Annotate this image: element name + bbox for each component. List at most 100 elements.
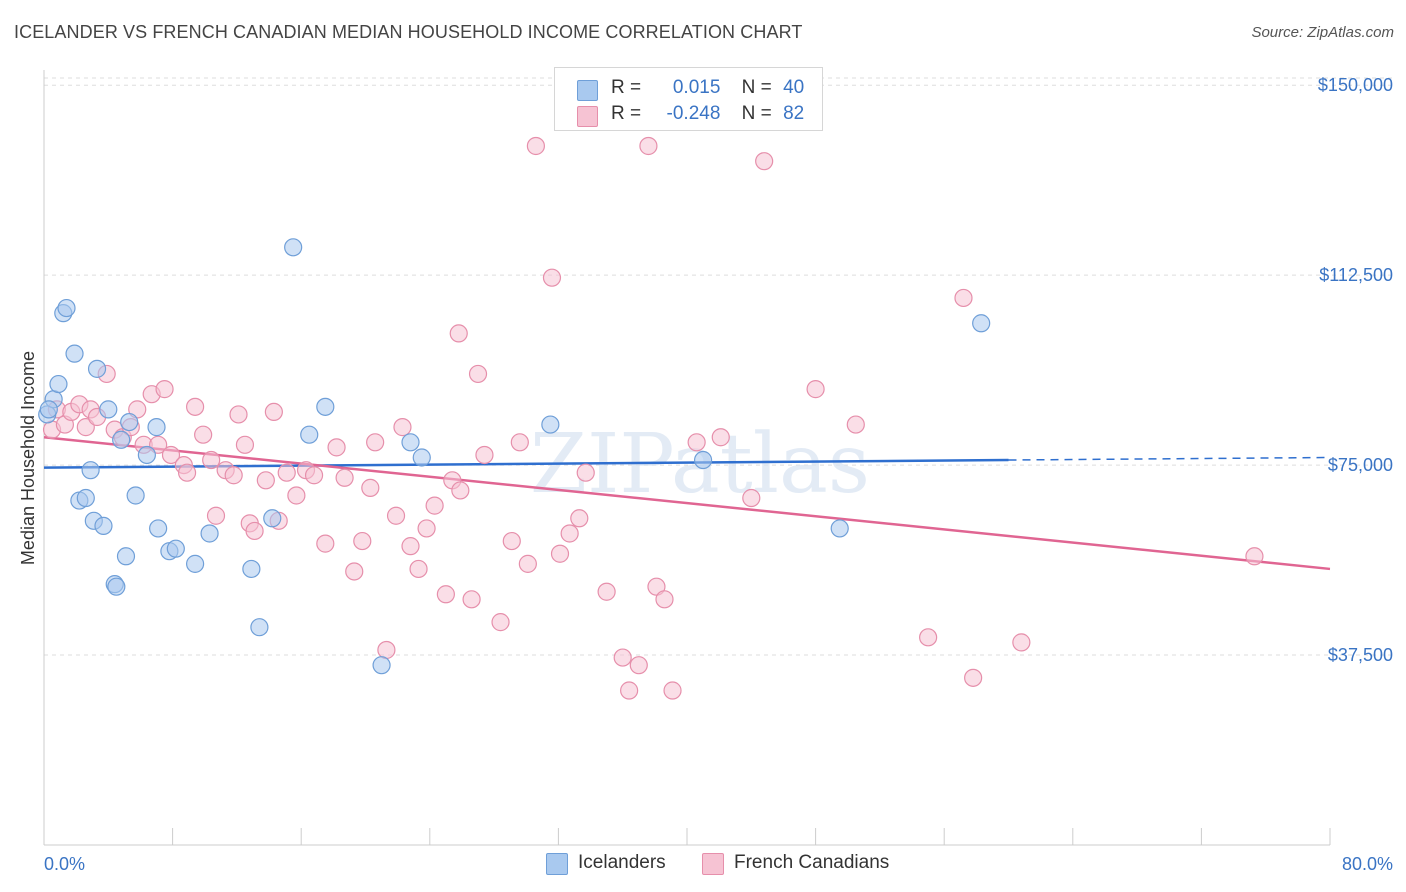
point-icelander (94, 516, 113, 535)
point-icelander (200, 524, 219, 543)
pink-n-value: 82 (783, 103, 805, 124)
point-icelander (693, 450, 713, 470)
point-french-canadian (245, 521, 264, 541)
point-french-canadian (846, 415, 865, 434)
point-icelander (372, 656, 391, 675)
point-french-canadian (639, 136, 658, 156)
stats-box: R = 0.015 N = 40 R = -0.248 N = 82 (554, 67, 823, 131)
point-french-canadian (206, 506, 226, 525)
point-french-canadian (401, 537, 420, 556)
point-icelander (316, 397, 335, 416)
point-french-canadian (468, 364, 488, 384)
point-icelander (99, 400, 118, 419)
point-french-canadian (570, 509, 589, 528)
point-french-canadian (353, 531, 372, 551)
point-icelander (112, 430, 131, 449)
point-icelander (137, 445, 156, 465)
point-french-canadian (224, 466, 243, 485)
point-french-canadian (417, 519, 436, 538)
point-icelander (242, 559, 261, 579)
point-icelander (186, 554, 205, 573)
pink-r-label: R = (611, 103, 642, 124)
point-french-canadian (155, 380, 174, 399)
point-french-canadian (327, 438, 346, 457)
point-french-canadian (264, 402, 283, 422)
point-icelander (401, 433, 420, 452)
point-french-canadian (629, 656, 648, 675)
point-french-canadian (202, 450, 221, 470)
blue-n-value: 40 (783, 77, 805, 98)
point-french-canadian (277, 463, 296, 482)
point-icelander (149, 519, 168, 538)
point-icelander (57, 298, 76, 318)
point-french-canadian (462, 590, 481, 609)
point-french-canadian (613, 648, 632, 667)
point-icelander (147, 418, 166, 437)
axes (43, 70, 1331, 846)
y-tick-label: $112,500 (1319, 265, 1393, 285)
point-french-canadian (76, 418, 95, 437)
blue-n-label: N = (741, 77, 772, 98)
point-french-canadian (560, 524, 579, 543)
point-french-canadian (409, 559, 428, 579)
point-french-canadian (287, 486, 306, 505)
point-icelander (126, 486, 145, 505)
point-french-canadian (576, 463, 595, 482)
point-french-canadian (393, 418, 412, 437)
point-french-canadian (1012, 633, 1031, 652)
point-icelander (39, 400, 58, 419)
point-french-canadian (149, 435, 168, 454)
pink-r-value: -0.248 (666, 103, 721, 124)
point-french-canadian (526, 136, 545, 156)
chart-title: ICELANDER VS FRENCH CANADIAN MEDIAN HOUS… (14, 22, 803, 42)
legend-swatch-blue (546, 853, 568, 875)
y-tick-label: $75,000 (1328, 455, 1393, 475)
y-tick-label: $150,000 (1318, 75, 1393, 95)
legend-label-french-canadians: French Canadians (734, 852, 890, 873)
source-label: Source: ZipAtlas.com (1251, 24, 1394, 41)
point-french-canadian (304, 466, 324, 485)
trend-line-french-canadians (43, 435, 1331, 571)
point-icelander (830, 519, 849, 538)
point-french-canadian (620, 681, 639, 700)
point-french-canadian (377, 640, 396, 660)
point-french-canadian (345, 562, 364, 581)
point-icelander (284, 238, 303, 257)
point-french-canadian (919, 628, 938, 647)
point-french-canadian (361, 478, 380, 497)
point-icelander (65, 344, 84, 363)
point-icelander (107, 577, 126, 596)
point-french-canadian (386, 506, 406, 525)
point-french-canadian (510, 433, 529, 452)
pink-swatch (577, 106, 598, 127)
point-french-canadian (518, 554, 537, 573)
point-french-canadian (542, 268, 562, 287)
point-icelander (250, 618, 269, 637)
pink-n-label: N = (741, 103, 772, 124)
point-french-canadian (177, 463, 197, 482)
point-french-canadian (425, 496, 444, 515)
point-french-canadian (366, 433, 385, 452)
point-french-canadian (161, 445, 181, 465)
x-tick-label-min: 0.0% (44, 854, 85, 874)
point-french-canadian (335, 468, 354, 487)
point-french-canadian (475, 445, 494, 465)
point-icelander (263, 509, 282, 528)
blue-r-value: 0.015 (672, 77, 721, 98)
point-french-canadian (954, 288, 973, 308)
point-french-canadian (229, 405, 248, 424)
x-tick-label-max: 80.0% (1342, 854, 1393, 874)
point-french-canadian (755, 152, 774, 171)
blue-r-label: R = (611, 77, 642, 98)
point-icelander (120, 412, 139, 432)
data-points (38, 136, 1264, 700)
point-french-canadian (491, 613, 510, 632)
point-icelander (972, 314, 991, 333)
point-french-canadian (597, 582, 616, 601)
blue-swatch (577, 80, 598, 101)
point-icelander (76, 488, 95, 508)
point-french-canadian (194, 425, 213, 444)
point-icelander (412, 448, 431, 467)
trend-line-icelanders-extension (1008, 456, 1331, 461)
